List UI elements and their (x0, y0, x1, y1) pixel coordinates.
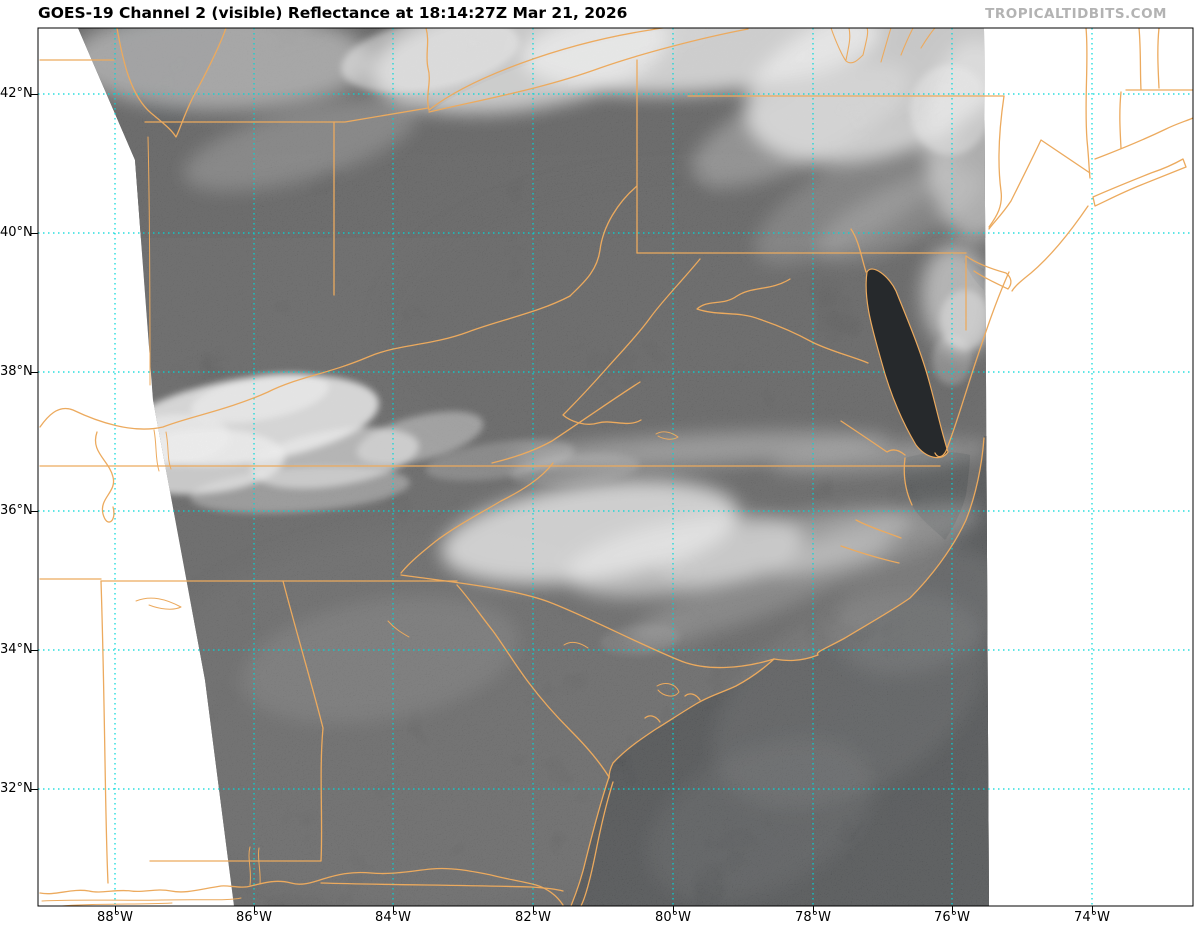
lon-tick-mark (952, 906, 953, 913)
site-watermark: TROPICALTIDBITS.COM (985, 6, 1167, 22)
new-jersey-borders (988, 139, 1091, 292)
lon-tick-mark (813, 906, 814, 913)
map-frame (37, 27, 1194, 907)
border-35n-line (39, 578, 458, 582)
border-al-ga (282, 580, 324, 862)
longitude-label: 86°W (236, 910, 272, 925)
delaware-bay-shore (965, 255, 1012, 290)
gulf-coastline (39, 867, 564, 906)
border-ga-fl (320, 882, 564, 892)
finger-lakes (830, 28, 936, 64)
chesapeake-bay (865, 268, 949, 459)
lon-tick-mark (115, 906, 116, 913)
long-island (1092, 158, 1187, 207)
savannah-river (456, 584, 610, 778)
satellite-data-layer (78, 28, 989, 906)
ohio-river-lower (39, 295, 571, 430)
lake-erie-north-shore (428, 28, 707, 111)
georgia-coast (570, 776, 614, 906)
lat-tick-mark (31, 372, 38, 373)
lon-tick-mark (1092, 906, 1093, 913)
sc-lakes (563, 641, 680, 697)
chattahoochee-river (387, 620, 410, 638)
state-borders-coastlines (39, 28, 1193, 906)
longitude-label: 74°W (1074, 910, 1110, 925)
kerr-lake (655, 431, 679, 440)
lat-tick-mark (31, 511, 38, 512)
border-mi-in-oh (144, 107, 429, 123)
hudson-river (1085, 28, 1091, 179)
border-wv-va (562, 258, 701, 425)
connecticut-coast (1094, 117, 1193, 160)
longitude-label: 88°W (97, 910, 133, 925)
border-il-in (147, 136, 151, 386)
lake-erie-south-shore (428, 28, 749, 113)
ohio-river-upper (569, 185, 638, 297)
latitude-label: 32°N (0, 781, 33, 796)
lat-tick-mark (31, 233, 38, 234)
south-carolina-coast (608, 658, 775, 779)
latitude-label: 42°N (0, 86, 33, 101)
longitude-label: 78°W (795, 910, 831, 925)
lon-tick-mark (673, 906, 674, 913)
lon-tick-mark (254, 906, 255, 913)
detroit-river (425, 28, 430, 111)
border-nc-sc (400, 574, 775, 669)
lat-tick-mark (31, 94, 38, 95)
mobile-bay (248, 846, 261, 886)
delaware-river (988, 95, 1005, 228)
border-ky-va (491, 381, 641, 464)
border-ms-al (100, 580, 109, 884)
longitude-label: 80°W (655, 910, 691, 925)
delmarva-coast (934, 271, 1010, 458)
latitude-label: 40°N (0, 225, 33, 240)
lat-tick-mark (31, 789, 38, 790)
lon-tick-mark (393, 906, 394, 913)
latitude-label: 34°N (0, 642, 33, 657)
lake-michigan-shore (116, 28, 227, 138)
longitude-label: 84°W (375, 910, 411, 925)
lon-tick-mark (533, 906, 534, 913)
latitude-label: 36°N (0, 503, 33, 518)
map-title: GOES-19 Channel 2 (visible) Reflectance … (38, 4, 628, 22)
border-tn-nc (400, 462, 554, 574)
north-carolina-coast-outer-banks (773, 420, 985, 662)
longitude-label: 76°W (934, 910, 970, 925)
susquehanna-river (850, 228, 867, 273)
longitude-label: 82°W (515, 910, 551, 925)
lat-tick-mark (31, 650, 38, 651)
gulf-barrier-islands (41, 897, 242, 906)
new-england-borders (1119, 28, 1193, 149)
tennessee-river (135, 597, 182, 610)
latitude-label: 38°N (0, 364, 33, 379)
latlon-gridlines (38, 28, 1193, 906)
mississippi-river (94, 431, 115, 523)
potomac-river (696, 278, 869, 364)
